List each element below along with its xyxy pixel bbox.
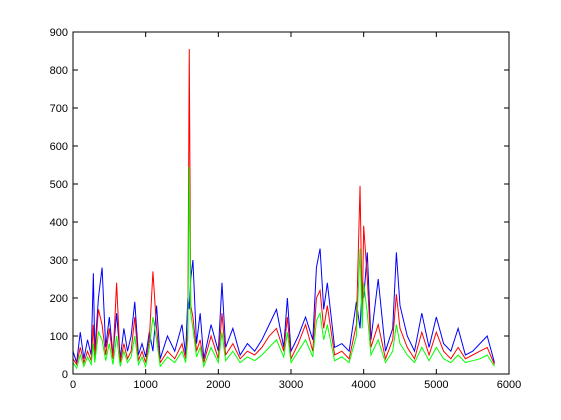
y-tick-label: 900 <box>50 27 68 39</box>
x-tick-label: 5000 <box>424 379 448 391</box>
x-tick-label: 4000 <box>351 379 375 391</box>
y-tick-label: 500 <box>50 179 68 191</box>
x-tick-label: 1000 <box>133 379 157 391</box>
x-tick-label: 6000 <box>497 379 521 391</box>
y-tick-label: 300 <box>50 255 68 267</box>
y-tick-label: 700 <box>50 103 68 115</box>
y-tick-label: 100 <box>50 331 68 343</box>
plot-area <box>73 32 509 374</box>
x-tick-label: 2000 <box>206 379 230 391</box>
y-tick-label: 400 <box>50 217 68 229</box>
x-tick-label: 0 <box>70 379 76 391</box>
y-tick-label: 800 <box>50 65 68 77</box>
y-tick-label: 200 <box>50 293 68 305</box>
data-line <box>72 166 495 370</box>
x-tick-label: 3000 <box>279 379 303 391</box>
y-tick-label: 0 <box>62 369 68 381</box>
y-tick-label: 600 <box>50 141 68 153</box>
